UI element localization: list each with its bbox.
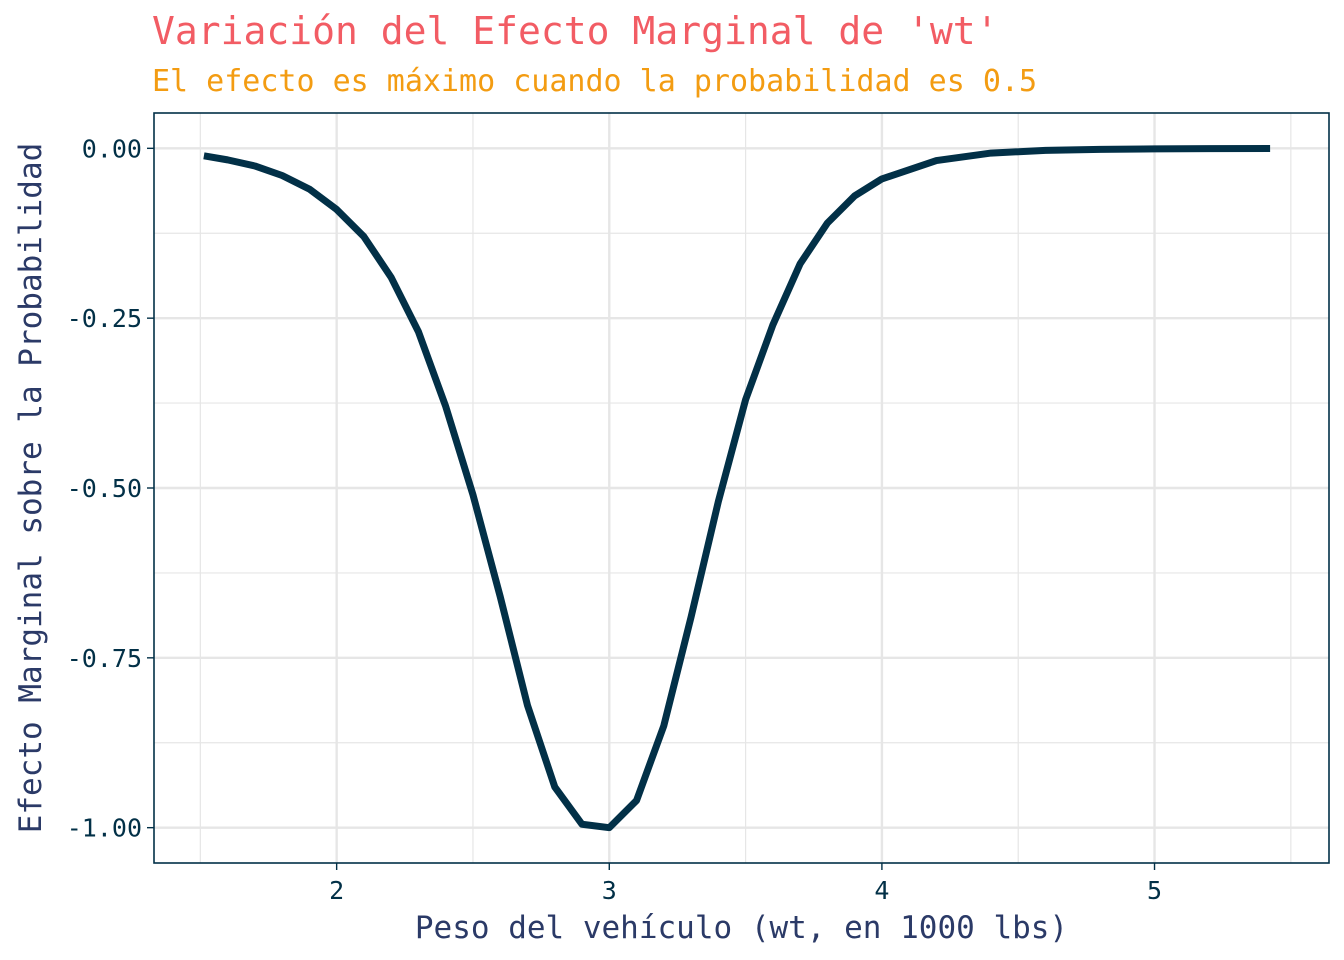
x-tick-label: 5: [1147, 876, 1162, 905]
y-tick-label: -0.50: [67, 474, 142, 503]
y-axis: 0.00 -0.25 -0.50 -0.75 -1.00: [67, 134, 154, 843]
y-tick-label: -0.75: [67, 644, 142, 673]
y-tick-label: -1.00: [67, 814, 142, 843]
chart-subtitle: El efecto es máximo cuando la probabilid…: [152, 64, 1037, 99]
chart-title: Variación del Efecto Marginal de 'wt': [152, 9, 998, 53]
line-layer: [203, 144, 1271, 832]
x-axis-title: Peso del vehículo (wt, en 1000 lbs): [415, 910, 1068, 946]
x-tick-label: 3: [602, 876, 617, 905]
x-tick-label: 4: [874, 876, 889, 905]
y-tick-label: 0.00: [82, 134, 142, 163]
series-line-0: [203, 144, 1271, 832]
y-tick-label: -0.25: [67, 304, 142, 333]
major-gridlines: [154, 113, 1329, 863]
x-tick-label: 2: [329, 876, 344, 905]
y-axis-title: Efecto Marginal sobre la Probabilidad: [13, 143, 49, 834]
x-axis: 2 3 4 5: [329, 863, 1162, 905]
